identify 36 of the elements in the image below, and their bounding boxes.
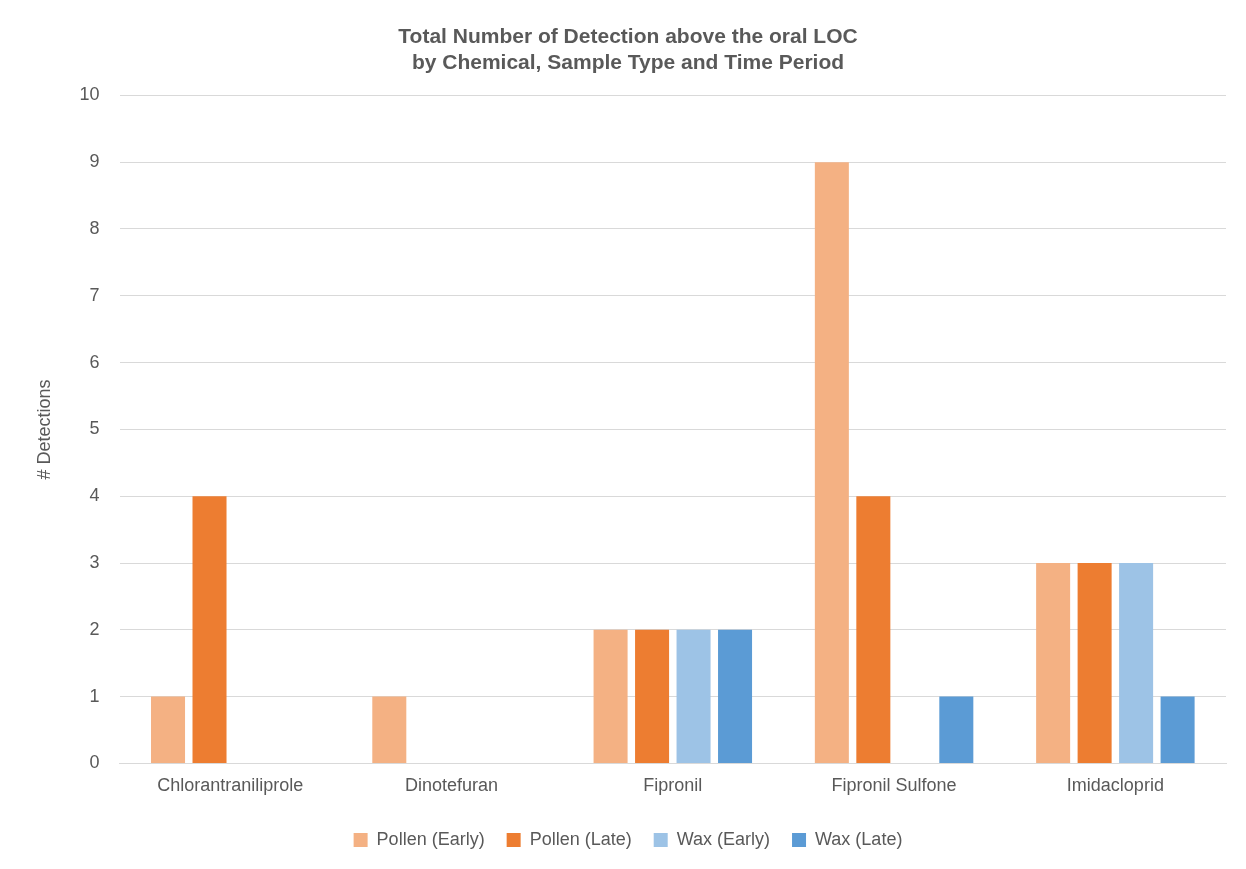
bar — [1160, 696, 1195, 763]
legend-label: Wax (Late) — [815, 828, 903, 849]
legend-label: Pollen (Late) — [529, 828, 632, 849]
y-axis-title: # Detections — [33, 379, 54, 480]
bar — [635, 629, 670, 763]
chart-title: Total Number of Detection above the oral LOC by Chemical, Sample Type and Time Period — [398, 24, 858, 73]
bar — [192, 496, 227, 763]
bar — [676, 629, 711, 763]
y-tick-label: 8 — [89, 217, 100, 238]
y-tick-label: 0 — [89, 752, 100, 773]
y-tick-label: 3 — [89, 551, 100, 572]
y-tick-label: 4 — [89, 485, 100, 506]
legend-label: Wax (Early) — [676, 828, 771, 849]
bar — [856, 496, 891, 763]
y-tick-label: 9 — [89, 151, 100, 172]
bar — [372, 696, 407, 763]
y-tick-label: 1 — [89, 685, 100, 706]
legend-label: Pollen (Early) — [376, 828, 485, 849]
bar — [1119, 563, 1154, 763]
y-tick-label: 5 — [89, 418, 100, 439]
y-tick-label: 10 — [79, 84, 100, 105]
x-tick-label: Fipronil Sulfone — [831, 775, 957, 796]
bar — [593, 629, 628, 763]
y-tick-label: 2 — [89, 618, 100, 639]
bar — [1036, 563, 1071, 763]
bar — [151, 696, 186, 763]
y-tick-label: 7 — [89, 284, 100, 305]
x-tick-label: Fipronil — [643, 775, 703, 796]
x-tick-label: Dinotefuran — [405, 775, 499, 796]
x-tick-label: Chlorantraniliprole — [157, 775, 304, 796]
bar — [814, 162, 849, 763]
bar — [718, 629, 753, 763]
x-tick-label: Imidacloprid — [1066, 775, 1164, 796]
bar — [1077, 563, 1112, 763]
bar — [939, 696, 974, 763]
y-tick-label: 6 — [89, 351, 100, 372]
